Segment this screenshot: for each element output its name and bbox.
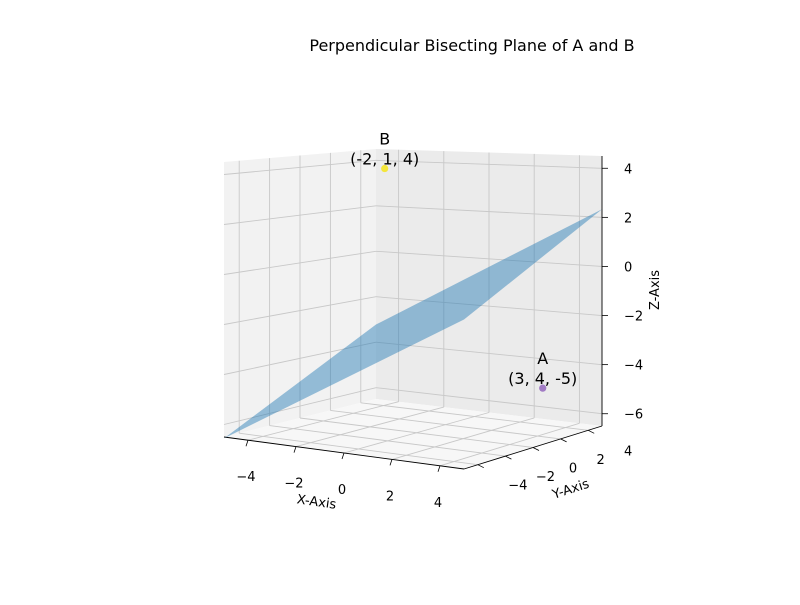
floor-grid-y (330, 409, 561, 440)
z-tick-label: −4 (624, 359, 643, 374)
tick-labels: −4 −2 0 2 4 −4 −2 0 2 4 4 2 0 −2 −4 −6 (236, 162, 643, 511)
point-a-marker (539, 384, 547, 392)
x-tick-label: 4 (434, 496, 442, 511)
y-tick-mark (560, 438, 567, 443)
y-tick-label: 4 (624, 444, 632, 459)
y-tick-label: −2 (536, 470, 555, 485)
floor-grid-y (239, 432, 478, 466)
point-b-marker (381, 164, 389, 173)
z-axis-label: Z-Axis (648, 270, 663, 310)
z-tick-label: 2 (624, 211, 632, 226)
x-tick-mark (389, 459, 393, 466)
y-tick-label: −4 (508, 479, 527, 494)
back-grid-z (375, 387, 603, 415)
x-tick-label: −2 (284, 477, 303, 492)
z-tick-label: 4 (624, 162, 632, 177)
x-tick-mark (245, 440, 249, 447)
point-a-name: A (537, 349, 548, 368)
z-tick-label: 0 (624, 260, 632, 275)
y-tick-label: 0 (569, 462, 577, 477)
z-tick-label: −2 (624, 310, 643, 325)
back-grid-z (375, 205, 603, 218)
back-grid-z (375, 250, 603, 267)
floor-grid-y (299, 417, 534, 448)
left-grid-z (223, 159, 377, 175)
point-b-coords: (-2, 1, 4) (350, 150, 419, 169)
floor-grid-y (360, 402, 589, 431)
y-tick-mark (532, 447, 540, 451)
x-axis-label: X-Axis (296, 492, 338, 512)
left-grid-z (223, 341, 377, 375)
y-tick-mark (477, 464, 484, 469)
chart-title: Perpendicular Bisecting Plane of A and B (309, 36, 634, 55)
y-axis-label: Y-Axis (550, 477, 592, 503)
floor-grid-y (269, 425, 506, 457)
y-tick-label: 2 (596, 453, 604, 468)
z-tick-label: −6 (624, 408, 643, 423)
x-tick-mark (437, 465, 441, 472)
plane-polygon (224, 209, 602, 439)
back-grid-z (375, 341, 603, 366)
x-tick-mark (341, 452, 345, 460)
left-grid-z (223, 205, 377, 225)
point-b-name: B (379, 130, 390, 149)
data-points: A(3, 4, -5) B(-2, 1, 4) (350, 130, 577, 392)
back-grid-z (375, 296, 603, 316)
grid-lines (223, 149, 603, 467)
left-grid-z (223, 296, 377, 325)
x-tick-label: 2 (386, 489, 394, 504)
left-grid-z (223, 250, 377, 275)
x-tick-mark (293, 446, 297, 453)
back-grid-z (375, 159, 603, 169)
y-tick-mark (505, 455, 512, 460)
x-tick-label: 0 (338, 483, 346, 498)
y-tick-mark (588, 429, 595, 434)
left-grid-z (223, 387, 377, 425)
point-a-coords: (3, 4, -5) (508, 369, 577, 388)
x-tick-label: −4 (236, 470, 255, 485)
bisecting-plane-surface (224, 209, 602, 439)
